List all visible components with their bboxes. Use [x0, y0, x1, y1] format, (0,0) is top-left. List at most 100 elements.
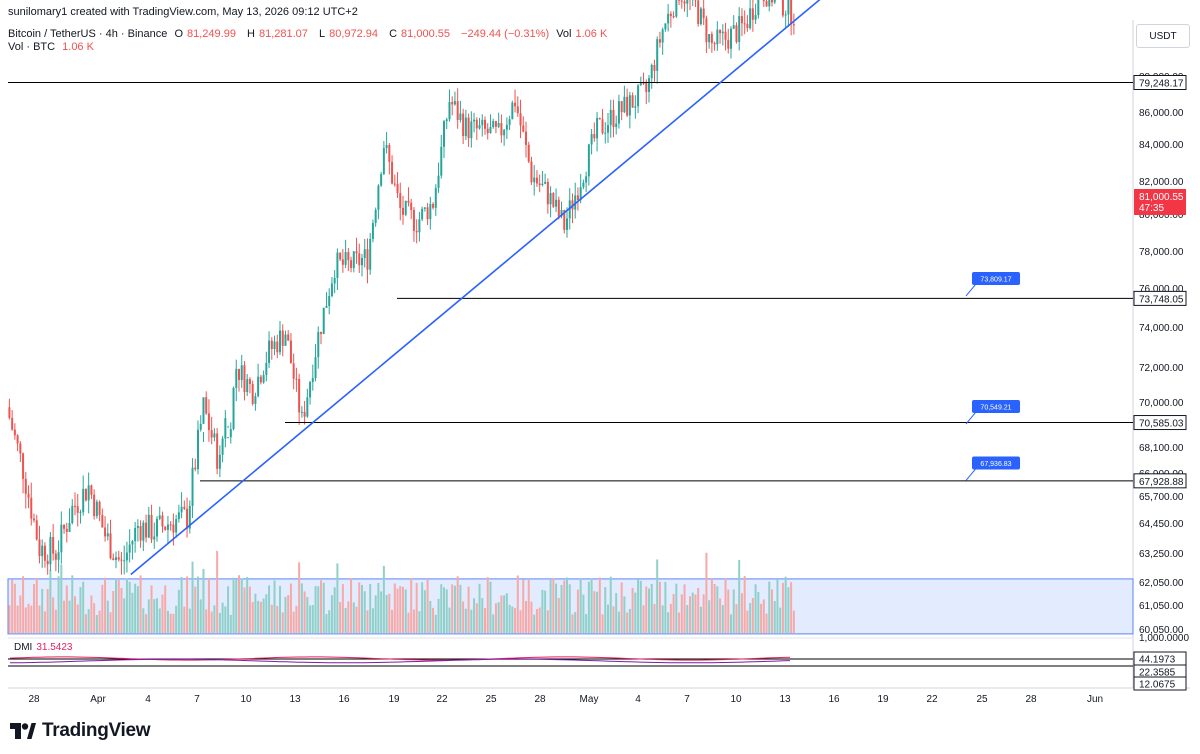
candle-body [503, 129, 506, 136]
candle-body [268, 340, 271, 363]
price-axis[interactable]: 88,000.0086,000.0084,000.0082,000.0080,0… [1139, 72, 1184, 636]
volume-bar [568, 584, 571, 633]
candle-body [330, 283, 333, 297]
candle-body [505, 124, 508, 130]
time-axis-tick: Jun [1087, 694, 1103, 705]
candle-body [462, 113, 465, 137]
volume-bar [68, 600, 71, 633]
candle-body [251, 383, 254, 404]
volume-bar [448, 607, 451, 633]
volume-indicator-value: 1.06 K [62, 41, 94, 53]
volume-bar [361, 584, 363, 633]
volume-indicator-label[interactable]: Vol · BTC [8, 41, 56, 53]
volume-bar [188, 608, 191, 633]
candle-body [336, 252, 339, 278]
time-axis-tick: 22 [926, 694, 938, 705]
price-axis-tick: 86,000.00 [1139, 108, 1184, 119]
candle-body [355, 251, 358, 254]
candle-body [549, 193, 552, 205]
candle-body [607, 125, 609, 133]
candle-body [238, 368, 240, 381]
volume-bar [251, 601, 254, 633]
candle-body [432, 203, 435, 208]
volume-bar [224, 606, 227, 633]
volume-bar [248, 586, 251, 633]
candle-body [637, 85, 640, 107]
volume-bar [462, 601, 465, 633]
volume-bar [680, 594, 683, 633]
volume-bar [773, 601, 776, 633]
volume-bar [541, 589, 544, 633]
time-axis[interactable]: 28 Apr 4 7 10 13 16 19 22 25 28 May 4 7 10 13 16 19 22 25 28… [28, 694, 1103, 705]
volume-bar [437, 598, 440, 633]
volume-bar [11, 579, 14, 633]
volume-bar [787, 587, 790, 633]
candle-body [273, 341, 276, 349]
volume-bar [60, 564, 63, 633]
volume-bar [366, 610, 369, 633]
volume-bar [478, 583, 481, 633]
candle-body [95, 501, 98, 517]
candle-body [243, 365, 246, 392]
current-price-value: 81,000.55 [1139, 192, 1184, 203]
candle-body [648, 78, 650, 92]
currency-selector[interactable]: USDT [1136, 24, 1190, 48]
candle-body [702, 8, 705, 19]
volume-bar [497, 602, 500, 633]
volume-bar [30, 605, 33, 633]
candle-body [751, 8, 754, 20]
candle-body [186, 508, 189, 529]
volume-bar [697, 587, 700, 633]
candle-body [309, 382, 312, 398]
volume-bar [84, 614, 87, 633]
candle-body [358, 253, 361, 266]
volume-bar [746, 610, 749, 633]
volume-bar [41, 588, 44, 633]
volume-bar [601, 614, 604, 633]
volume-bar [628, 608, 631, 633]
level-tag-label: 70,585.03 [1139, 419, 1184, 430]
volume-bar [27, 603, 30, 633]
candle-body [232, 387, 235, 430]
volume-bar [445, 589, 448, 633]
volume-bar [358, 582, 361, 633]
ascending-trendline[interactable] [130, 0, 902, 576]
volume-bar [95, 614, 98, 633]
volume-bar [609, 576, 612, 633]
volume-bar [24, 607, 27, 633]
candle-body [188, 505, 191, 529]
candle-body [374, 209, 377, 223]
candle-body [142, 522, 145, 541]
volume-bar [399, 586, 402, 633]
candle-body [732, 25, 735, 29]
dmi-indicator-label[interactable]: DMI 31.5423 [14, 642, 73, 653]
symbol-name[interactable]: Bitcoin / TetherUS · 4h · Binance [8, 28, 168, 40]
volume-bar [257, 600, 260, 633]
volume-bar [735, 604, 738, 633]
symbol-legend[interactable]: Bitcoin / TetherUS · 4h · Binance O 81,24… [8, 28, 615, 54]
volume-bar [527, 580, 530, 633]
candle-body [257, 376, 260, 397]
candle-body [13, 429, 16, 436]
candle-body [158, 515, 161, 519]
volume-bar [287, 595, 290, 633]
horizontal-levels[interactable] [8, 0, 1133, 482]
candle-body [705, 18, 708, 43]
candle-body [448, 102, 451, 120]
volume-bar [503, 595, 506, 633]
volume-bar [344, 607, 347, 633]
candle-body [120, 559, 123, 561]
volume-bar [432, 607, 435, 633]
volume-bar [65, 585, 68, 633]
volume-bar [639, 580, 642, 633]
candle-body [33, 518, 35, 521]
candle-body [180, 506, 183, 513]
candle-body [617, 101, 620, 124]
price-axis-tick: 61,050.00 [1139, 601, 1184, 612]
volume-bar [259, 601, 262, 633]
candle-body [410, 202, 413, 210]
candle-body [30, 497, 33, 519]
